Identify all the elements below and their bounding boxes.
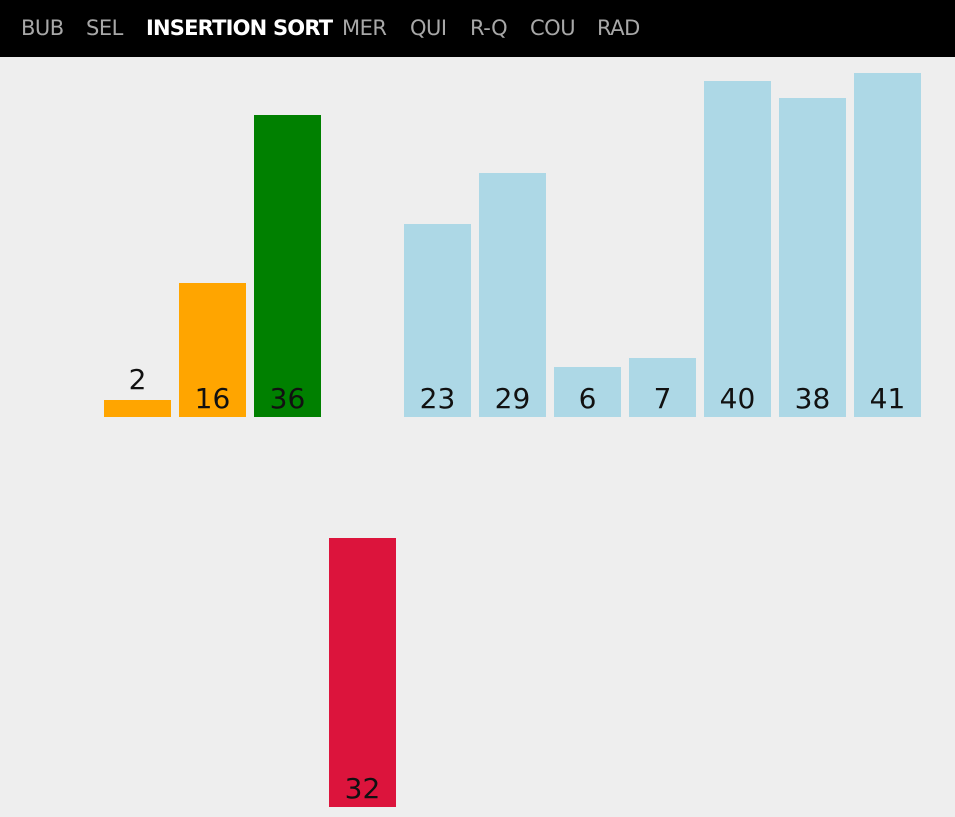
array-bar (704, 81, 771, 417)
array-bar (404, 223, 471, 417)
nav-item-counting-sort[interactable]: COU (530, 16, 576, 40)
array-value-label: 38 (794, 382, 831, 415)
array-value-label: 41 (869, 382, 906, 415)
sort-visualization: 2 16 36 23 29 6 7 40 38 41 32 (0, 57, 955, 817)
array-value-label: 29 (494, 382, 531, 415)
array-bar (779, 97, 846, 417)
array-value-label: 7 (653, 382, 672, 415)
array-value-label: 6 (578, 382, 597, 415)
array-bar (554, 366, 621, 417)
nav-item-selection-sort[interactable]: SEL (86, 16, 123, 40)
nav-item-radix-sort[interactable]: RAD (597, 16, 640, 40)
nav-item-randomized-quick-sort[interactable]: R-Q (470, 16, 508, 40)
array-value-label: 2 (128, 363, 147, 396)
array-bar (104, 400, 171, 417)
array-value-label: 36 (269, 382, 306, 415)
array-bar (479, 173, 546, 417)
array-value-label: 23 (419, 382, 456, 415)
array-bar (179, 282, 246, 417)
nav-item-merge-sort[interactable]: MER (342, 16, 387, 40)
key-value-label: 32 (344, 772, 381, 805)
array-bar (629, 358, 696, 417)
array-bar (254, 114, 321, 417)
nav-item-bubble-sort[interactable]: BUB (21, 16, 64, 40)
array-value-label: 40 (719, 382, 756, 415)
key-bar (329, 538, 396, 807)
nav-item-quick-sort[interactable]: QUI (410, 16, 447, 40)
array-bar (854, 72, 921, 417)
algorithm-nav: BUB SEL INSERTION SORT MER QUI R-Q COU R… (0, 0, 955, 57)
array-value-label: 16 (194, 382, 231, 415)
nav-item-insertion-sort[interactable]: INSERTION SORT (146, 16, 333, 40)
